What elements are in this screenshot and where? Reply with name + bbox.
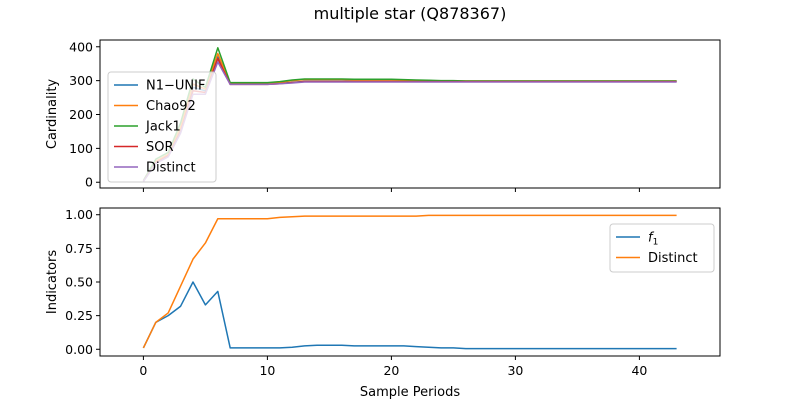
series-line-distinct — [142, 61, 677, 182]
y-axis-label: Indicators — [45, 250, 60, 314]
legend-label-chao92: Chao92 — [146, 99, 196, 114]
y-tick-label: 0.25 — [65, 308, 93, 323]
y-tick-label: 0.75 — [65, 241, 93, 256]
figure-title: multiple star (Q878367) — [314, 4, 507, 23]
legend-box — [609, 223, 715, 273]
y-tick-label: 0.00 — [65, 342, 93, 357]
y-tick-label: 100 — [69, 141, 93, 156]
x-tick-label: 40 — [631, 363, 647, 378]
legend-label-distinct: Distinct — [146, 161, 196, 176]
x-tick-label: 30 — [507, 363, 523, 378]
series-line-distinct — [142, 214, 677, 349]
legend-box — [107, 71, 217, 183]
y-tick-label: 200 — [69, 107, 93, 122]
y-tick-label: 1.00 — [65, 207, 93, 222]
x-tick-label: 10 — [259, 363, 275, 378]
x-tick-label: 0 — [139, 363, 147, 378]
series-line-sor — [142, 57, 677, 182]
legend-label-jack1: Jack1 — [145, 120, 181, 135]
y-tick-label: 400 — [69, 39, 93, 54]
y-axis-label: Cardinality — [45, 79, 60, 150]
indicators-panel: 0 10 20 30 40 0.00 0.25 0.50 0.75 1.00 Indicators S… — [45, 207, 721, 400]
legend-label-distinct: Distinct — [648, 251, 698, 266]
legend-label-n1-unif: N1−UNIF — [146, 79, 205, 94]
y-tick-label: 0.50 — [65, 275, 93, 290]
x-tick-label: 20 — [383, 363, 399, 378]
y-tick-label: 300 — [69, 73, 93, 88]
cardinality-panel: 0 100 200 300 400 Cardinality N1−UNIF Chao92 Jac… — [45, 39, 721, 192]
y-tick-label: 0 — [85, 175, 93, 190]
legend-label-sor: SOR — [146, 140, 174, 155]
series-line-n1-unif — [142, 56, 677, 182]
legend-label-f1: f1 — [648, 231, 658, 248]
series-line-f1 — [142, 281, 677, 350]
axes-frame — [99, 39, 721, 189]
x-axis-label: Sample Periods — [360, 385, 460, 400]
